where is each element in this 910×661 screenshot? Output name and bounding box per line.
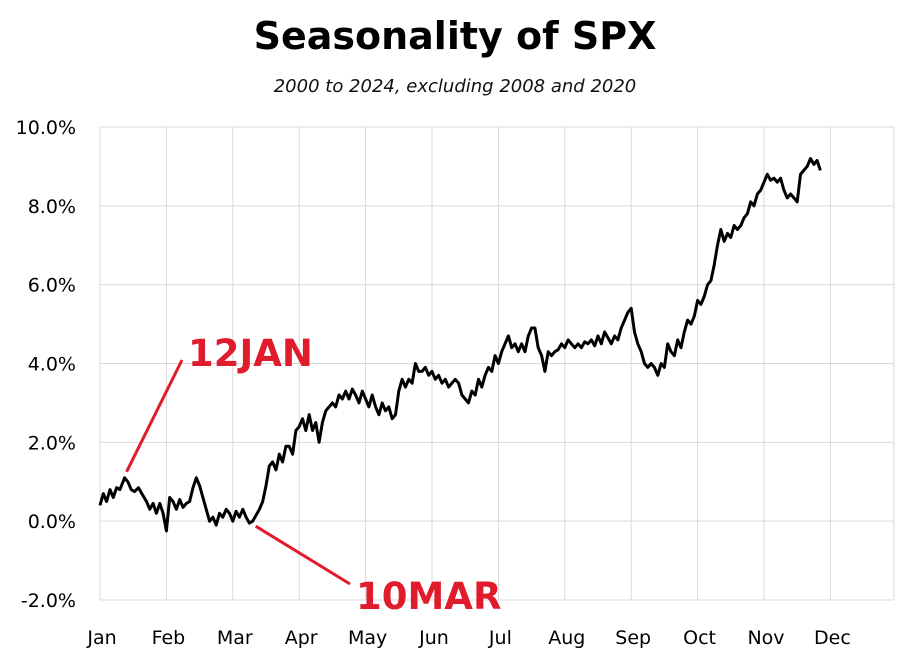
y-tick-label: 6.0% (28, 275, 76, 297)
x-tick-label: Sep (615, 627, 651, 649)
y-tick-label: 8.0% (28, 196, 76, 218)
x-tick-label: Nov (747, 627, 784, 649)
x-tick-label: Jun (418, 627, 449, 649)
x-tick-label: Dec (814, 627, 851, 649)
x-tick-label: Jan (86, 627, 116, 649)
annotation-pointer-line (125, 359, 184, 473)
x-tick-label: Mar (217, 627, 253, 649)
x-tick-label: Jul (488, 627, 512, 649)
annotation-pointer-line (254, 524, 351, 586)
y-tick-label: 10.0% (16, 117, 76, 139)
y-tick-label: 0.0% (28, 511, 76, 533)
x-tick-label: Apr (285, 627, 318, 649)
x-tick-label: Aug (548, 627, 585, 649)
y-tick-label: 2.0% (28, 432, 76, 454)
y-tick-label: 4.0% (28, 354, 76, 376)
y-axis-tick-labels: 10.0% 8.0% 6.0% 4.0% 2.0% 0.0% -2.0% (16, 117, 76, 612)
annotation-label: 10MAR (356, 575, 501, 618)
x-axis-tick-labels: Jan Feb Mar Apr May Jun Jul Aug Sep Oct Nov Dec (86, 627, 850, 649)
annotation-label: 12JAN (188, 332, 313, 375)
series-line (98, 157, 822, 533)
chart-subtitle: 2000 to 2024, excluding 2008 and 2020 (273, 76, 637, 97)
x-tick-label: Oct (683, 627, 716, 649)
y-tick-label: -2.0% (21, 590, 76, 612)
chart-title: Seasonality of SPX (253, 14, 657, 58)
x-tick-label: May (348, 627, 387, 649)
x-tick-label: Feb (152, 627, 186, 649)
annotations: 12JAN 10MAR (125, 332, 501, 618)
series-lines (98, 157, 822, 533)
